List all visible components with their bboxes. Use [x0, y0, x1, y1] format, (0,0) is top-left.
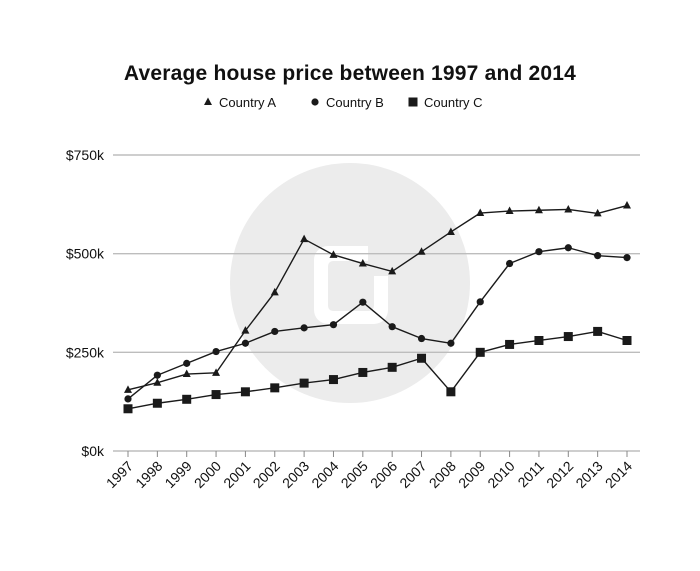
data-point-country-a — [241, 326, 250, 334]
x-tick-label: 2002 — [250, 458, 283, 491]
data-point-country-a — [212, 368, 221, 376]
data-point-country-c — [593, 326, 603, 336]
data-point-country-c — [211, 390, 221, 400]
data-point-country-a — [417, 247, 426, 255]
series-line-country-c — [127, 330, 628, 410]
data-point-country-b — [300, 324, 308, 332]
series-markers — [123, 201, 632, 414]
legend-label: Country C — [424, 95, 483, 110]
series-lines — [127, 204, 628, 410]
x-tick-label: 2011 — [514, 458, 547, 491]
x-tick-label: 2006 — [367, 458, 400, 491]
data-point-country-c — [446, 387, 456, 397]
grid-lines — [113, 154, 640, 452]
data-point-country-c — [123, 404, 133, 414]
data-point-country-b — [212, 347, 220, 356]
legend-label: Country A — [219, 95, 276, 110]
x-tick-label: 1999 — [161, 458, 194, 491]
x-tick-label: 2009 — [455, 458, 488, 491]
data-point-country-c — [299, 378, 309, 388]
series-line-country-a — [127, 204, 628, 391]
data-point-country-a — [358, 259, 367, 267]
x-tick-label: 1998 — [132, 458, 165, 491]
y-tick-label: $0k — [81, 443, 105, 459]
data-point-country-c — [387, 362, 397, 372]
y-tick-label: $750k — [66, 147, 105, 163]
x-axis: 1997199819992000200120022003200420052006… — [103, 451, 635, 491]
data-point-country-c — [475, 347, 485, 357]
x-tick-label: 2010 — [484, 458, 517, 491]
data-point-country-b — [505, 259, 514, 268]
data-point-country-c — [240, 387, 250, 397]
data-point-country-a — [564, 204, 573, 213]
data-point-country-c — [622, 335, 632, 345]
legend-item-country-a: Country A — [204, 95, 276, 110]
data-point-country-c — [270, 383, 280, 393]
data-point-country-c — [505, 339, 515, 349]
legend-item-country-c: Country C — [408, 95, 483, 110]
data-point-country-b — [271, 327, 279, 336]
data-point-country-b — [594, 252, 602, 260]
legend-item-country-b: Country B — [311, 95, 384, 110]
legend-label: Country B — [326, 95, 384, 110]
x-tick-label: 2013 — [572, 458, 605, 491]
data-point-country-a — [270, 287, 279, 296]
data-point-country-a — [300, 234, 309, 243]
x-tick-label: 2008 — [426, 458, 459, 491]
y-axis: $0k $250k $500k $750k — [66, 147, 105, 459]
x-tick-label: 2014 — [602, 458, 635, 491]
data-point-country-b — [564, 244, 572, 252]
data-point-country-b — [183, 359, 191, 367]
data-point-country-a — [153, 378, 162, 386]
x-tick-label: 2001 — [220, 458, 253, 491]
legend-marker-country-c — [408, 97, 418, 107]
data-point-country-b — [476, 298, 484, 306]
legend: Country A Country B Country C — [204, 95, 483, 110]
x-tick-label: 2003 — [279, 458, 312, 491]
data-point-country-c — [182, 394, 192, 404]
series-line-country-b — [127, 247, 628, 400]
x-tick-label: 2007 — [396, 458, 429, 491]
x-tick-label: 2012 — [543, 458, 576, 491]
data-point-country-b — [447, 339, 455, 347]
legend-marker-country-b — [311, 98, 319, 106]
x-tick-label: 2000 — [191, 458, 224, 491]
data-point-country-c — [563, 332, 573, 342]
data-point-country-a — [623, 201, 631, 209]
data-point-country-b — [359, 298, 367, 306]
data-point-country-a — [446, 227, 455, 235]
data-point-country-a — [388, 266, 397, 275]
data-point-country-b — [535, 248, 543, 256]
data-point-country-c — [152, 398, 162, 408]
data-point-country-b — [388, 323, 396, 331]
y-tick-label: $250k — [66, 344, 105, 360]
data-point-country-a — [182, 369, 191, 378]
data-point-country-a — [505, 206, 514, 215]
data-point-country-b — [623, 254, 631, 262]
y-tick-label: $500k — [66, 246, 105, 262]
watermark-logo — [230, 163, 470, 403]
data-point-country-b — [417, 334, 426, 343]
x-tick-label: 1997 — [103, 458, 136, 491]
legend-marker-country-a — [204, 97, 212, 105]
x-tick-label: 2005 — [338, 458, 371, 491]
data-point-country-b — [153, 371, 161, 379]
data-point-country-b — [241, 339, 250, 347]
data-point-country-c — [328, 375, 338, 385]
data-point-country-a — [593, 208, 602, 217]
data-point-country-a — [534, 205, 543, 214]
data-point-country-c — [534, 335, 544, 345]
data-point-country-c — [417, 353, 427, 363]
data-point-country-a — [476, 208, 485, 217]
data-point-country-b — [124, 395, 132, 403]
data-point-country-c — [358, 367, 368, 377]
data-point-country-b — [329, 321, 338, 329]
data-point-country-a — [329, 250, 338, 258]
x-tick-label: 2004 — [308, 458, 341, 491]
data-point-country-a — [124, 385, 132, 393]
chart-title: Average house price between 1997 and 201… — [123, 62, 577, 85]
